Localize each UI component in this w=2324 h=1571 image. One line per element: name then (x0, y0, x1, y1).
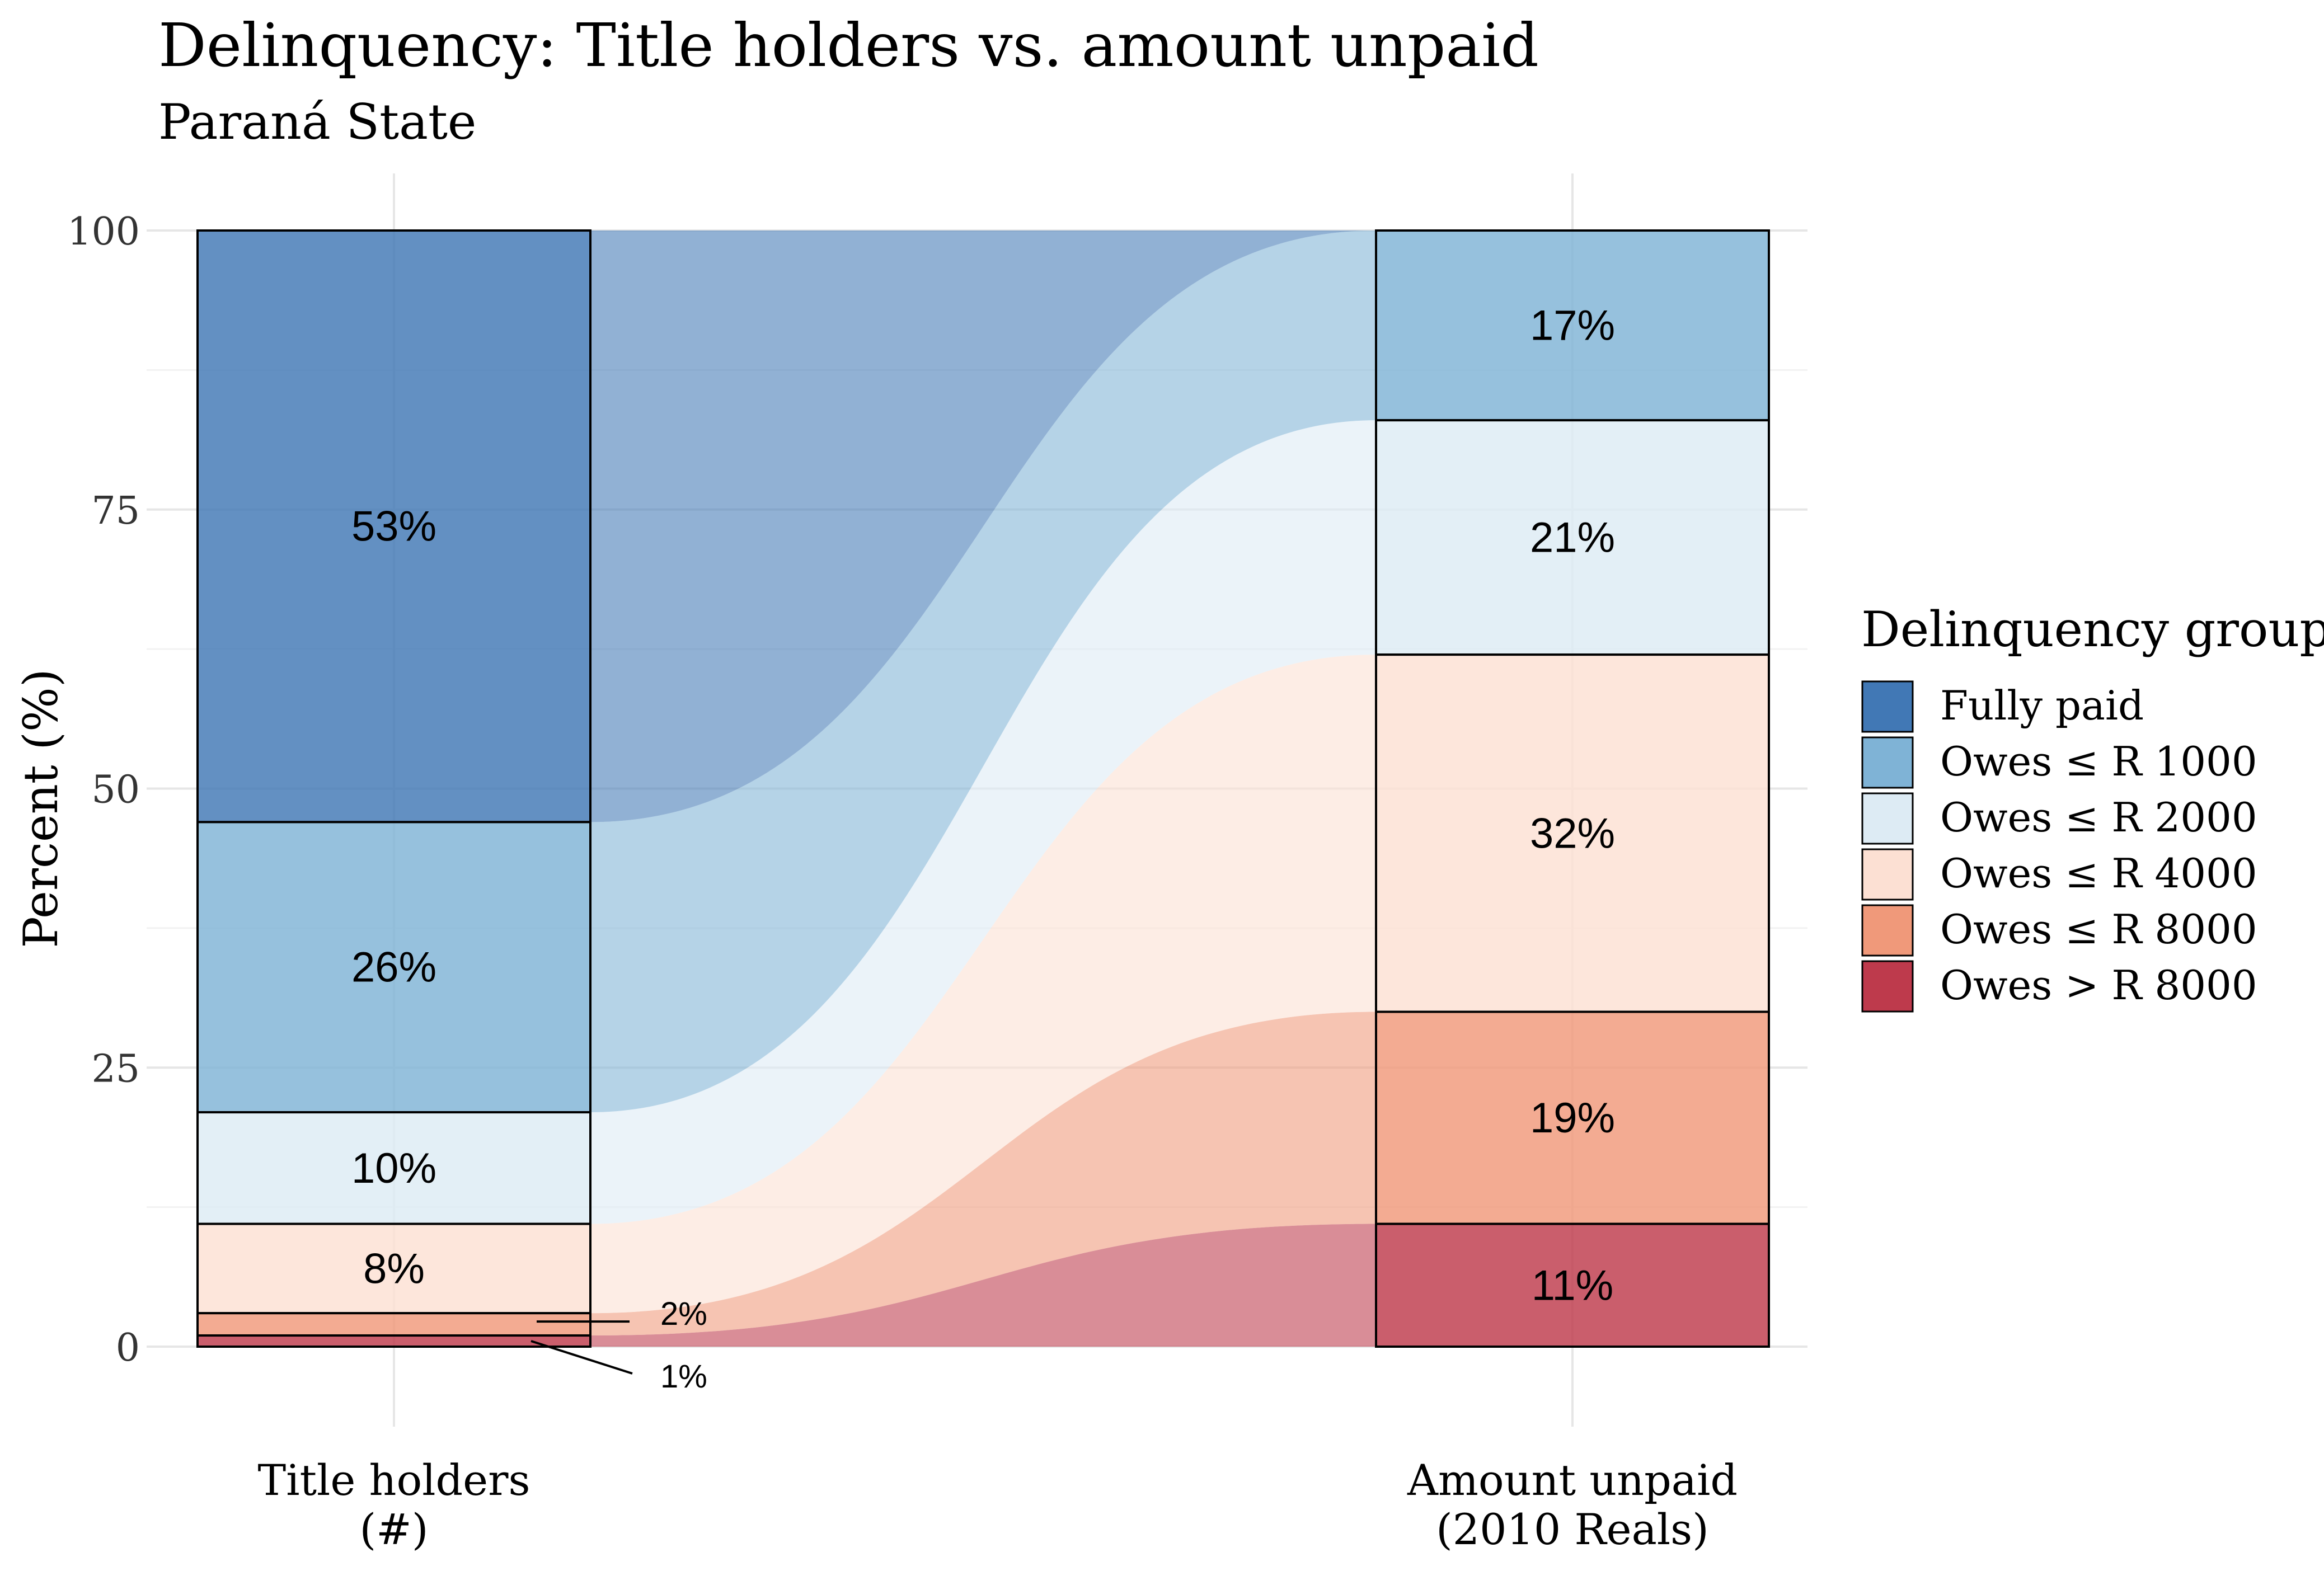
legend-layer: Fully paid Owes ≤ R 1000 Owes ≤ R 2000 Owes… (1861, 680, 2257, 1013)
leader-line (530, 1340, 633, 1375)
x-category-sublabel: (#) (360, 1504, 429, 1554)
amount-unpaid-label-owes-le-r-4000: 32% (1530, 810, 1615, 857)
x-category-sublabel: (2010 Reals) (1436, 1504, 1709, 1554)
legend-label-owes-le-r-8000: Owes ≤ R 8000 (1940, 906, 2257, 953)
axis-layer: 0 25 50 75 100 Title holders(#) Amount unpaid(… (67, 210, 1738, 1554)
chart-title: Delinquency: Title holders vs. amount un… (158, 11, 1539, 81)
flow-owes-le-r-4000 (590, 655, 1376, 1314)
title-holders-label-owes-le-r-4000: 8% (363, 1245, 425, 1292)
flow-fully-paid (590, 231, 1376, 822)
legend-label-owes-le-r-2000: Owes ≤ R 2000 (1940, 794, 2257, 841)
amount-unpaid-bar-owes-gt-r-8000 (1375, 1222, 1770, 1348)
y-tick-label: 75 (91, 489, 140, 533)
title-holders-bar-owes-le-r-8000 (196, 1312, 591, 1337)
x-category-label: Amount unpaid (1407, 1455, 1738, 1505)
amount-unpaid-label-owes-le-r-2000: 21% (1530, 514, 1615, 562)
amount-unpaid-label-owes-gt-r-8000: 11% (1532, 1262, 1613, 1309)
legend-swatch-owes-le-r-2000 (1861, 792, 1914, 845)
title-holders-label-owes-le-r-8000: 2% (660, 1296, 707, 1332)
legend-swatch-owes-le-r-1000 (1861, 736, 1914, 789)
amount-unpaid-label-owes-le-r-8000: 19% (1530, 1094, 1615, 1142)
flow-owes-le-r-1000 (590, 231, 1376, 1113)
flow-owes-le-r-2000 (590, 420, 1376, 1224)
title-holders-label-owes-le-r-2000: 10% (351, 1145, 436, 1192)
x-category-label: Title holders (258, 1455, 530, 1505)
amount-unpaid-label-owes-le-r-1000: 17% (1530, 302, 1615, 350)
y-axis-label: Percent (%) (13, 669, 68, 948)
flow-owes-le-r-8000 (590, 1012, 1376, 1336)
legend-label-owes-le-r-4000: Owes ≤ R 4000 (1940, 850, 2257, 897)
legend-title: Delinquency group (1861, 601, 2324, 658)
flow-owes-gt-r-8000 (590, 1224, 1376, 1347)
legend-label-fully-paid: Fully paid (1940, 682, 2144, 729)
title-holders-bar-fully-paid (196, 229, 591, 824)
y-tick-label: 25 (91, 1047, 140, 1091)
legend-label-owes-le-r-1000: Owes ≤ R 1000 (1940, 738, 2257, 785)
y-tick-label: 50 (91, 768, 140, 812)
title-holders-label-owes-le-r-1000: 26% (351, 944, 436, 991)
legend-swatch-owes-gt-r-8000 (1861, 960, 1914, 1013)
title-holders-bar-owes-le-r-4000 (196, 1222, 591, 1315)
title-holders-label-owes-gt-r-8000: 1% (660, 1358, 707, 1395)
chart-subtitle: Paraná State (158, 93, 476, 150)
y-tick-label: 0 (116, 1326, 140, 1370)
amount-unpaid-bar-owes-le-r-2000 (1375, 419, 1770, 656)
legend-swatch-owes-le-r-4000 (1861, 848, 1914, 901)
label-layer: 53% 26% 10% 8% 2% 1% 17% 21% 32% 19% 11% (351, 302, 1615, 1395)
legend-swatch-owes-le-r-8000 (1861, 904, 1914, 957)
y-tick-label: 100 (67, 210, 140, 254)
title-holders-bar-owes-gt-r-8000 (196, 1334, 591, 1348)
legend-swatch-fully-paid (1861, 680, 1914, 733)
title-holders-label-fully-paid: 53% (351, 503, 436, 551)
legend-label-owes-gt-r-8000: Owes > R 8000 (1940, 962, 2257, 1009)
flow-layer (590, 231, 1376, 1347)
amount-unpaid-bar-owes-le-r-4000 (1375, 653, 1770, 1013)
bar-layer (196, 229, 1770, 1348)
amount-unpaid-bar-owes-le-r-8000 (1375, 1010, 1770, 1225)
